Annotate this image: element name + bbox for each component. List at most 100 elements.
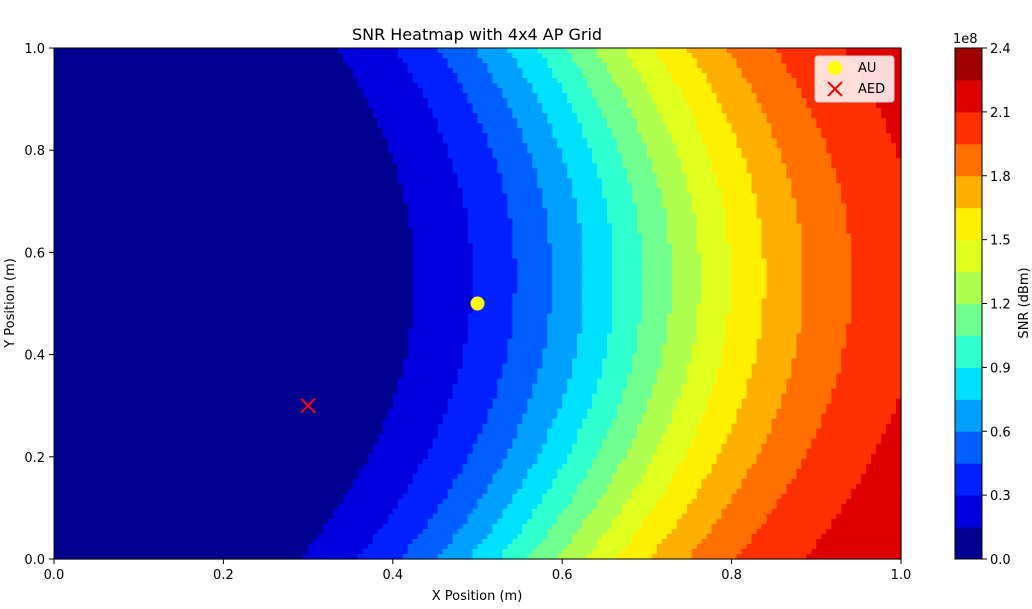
heatmap-cell	[612, 138, 618, 144]
heatmap-cell	[676, 103, 683, 109]
heatmap-cell	[771, 158, 778, 164]
heatmap-cell	[63, 128, 70, 134]
heatmap-cell	[342, 183, 349, 189]
heatmap-cell	[696, 113, 703, 119]
heatmap-cell	[377, 133, 384, 139]
heatmap-cell	[183, 143, 190, 149]
heatmap-cell	[288, 68, 294, 74]
heatmap-cell	[816, 188, 822, 194]
heatmap-cell	[233, 158, 239, 164]
heatmap-cell	[387, 113, 394, 119]
heatmap-cell	[621, 138, 628, 144]
heatmap-cell	[362, 98, 369, 104]
heatmap-cell	[153, 63, 160, 69]
heatmap-cell	[397, 153, 404, 159]
heatmap-cell	[562, 78, 568, 84]
heatmap-cell	[103, 103, 110, 109]
heatmap-cell	[198, 118, 205, 124]
heatmap-cell	[781, 133, 787, 139]
heatmap-cell	[587, 98, 593, 104]
heatmap-cell	[93, 168, 100, 174]
heatmap-cell	[861, 108, 867, 114]
heatmap-cell	[228, 78, 234, 84]
heatmap-cell	[208, 63, 215, 69]
heatmap-cell	[761, 138, 768, 144]
heatmap-cell	[577, 173, 583, 179]
heatmap-cell	[691, 183, 698, 189]
heatmap-cell	[716, 58, 723, 64]
heatmap-cell	[816, 148, 822, 154]
heatmap-cell	[228, 123, 234, 129]
heatmap-cell	[283, 78, 289, 84]
heatmap-cell	[607, 103, 613, 109]
heatmap-cell	[726, 178, 733, 184]
heatmap-cell	[776, 153, 783, 159]
heatmap-cell	[502, 183, 508, 189]
heatmap-cell	[567, 178, 573, 184]
heatmap-cell	[666, 63, 673, 69]
heatmap-cell	[641, 173, 648, 179]
heatmap-cell	[582, 48, 588, 54]
heatmap-cell	[263, 103, 269, 109]
heatmap-cell	[567, 138, 573, 144]
heatmap-cell	[422, 188, 429, 194]
heatmap-cell	[512, 58, 518, 64]
heatmap-cell	[671, 48, 678, 54]
heatmap-cell	[313, 123, 319, 129]
heatmap-cell	[228, 53, 234, 59]
heatmap-cell	[721, 113, 728, 119]
heatmap-cell	[577, 153, 583, 159]
heatmap-cell	[497, 173, 504, 179]
heatmap-cell	[631, 178, 638, 184]
heatmap-cell	[786, 123, 792, 129]
heatmap-cell	[278, 103, 284, 109]
heatmap-cell	[661, 188, 668, 194]
heatmap-cell	[741, 118, 748, 124]
heatmap-cell	[477, 113, 484, 119]
heatmap-cell	[342, 93, 349, 99]
heatmap-cell	[118, 73, 125, 79]
heatmap-cell	[507, 188, 513, 194]
heatmap-cell	[108, 178, 115, 184]
heatmap-cell	[437, 108, 444, 114]
heatmap-cell	[806, 133, 812, 139]
heatmap-cell	[208, 158, 215, 164]
heatmap-cell	[841, 113, 847, 119]
heatmap-cell	[387, 93, 394, 99]
heatmap-cell	[542, 133, 548, 139]
heatmap-cell	[681, 113, 688, 119]
heatmap-cell	[646, 98, 653, 104]
heatmap-cell	[721, 73, 728, 79]
heatmap-cell	[671, 118, 678, 124]
heatmap-cell	[148, 178, 155, 184]
heatmap-cell	[362, 153, 369, 159]
heatmap-cell	[646, 173, 653, 179]
heatmap-cell	[821, 143, 827, 149]
heatmap-cell	[532, 163, 538, 169]
heatmap-cell	[402, 138, 409, 144]
heatmap-cell	[238, 103, 244, 109]
heatmap-cell	[607, 113, 613, 119]
heatmap-cell	[333, 83, 339, 89]
heatmap-cell	[442, 88, 449, 94]
heatmap-cell	[502, 88, 508, 94]
heatmap-cell	[98, 163, 105, 169]
heatmap-cell	[427, 173, 434, 179]
heatmap-cell	[417, 173, 424, 179]
heatmap-cell	[308, 88, 314, 94]
heatmap-cell	[612, 48, 618, 54]
heatmap-cell	[746, 73, 753, 79]
heatmap-cell	[392, 113, 399, 119]
heatmap-cell	[761, 173, 768, 179]
heatmap-cell	[651, 148, 658, 154]
heatmap-cell	[771, 103, 778, 109]
heatmap-cell	[173, 113, 180, 119]
heatmap-cell	[248, 83, 254, 89]
heatmap-cell	[617, 158, 623, 164]
heatmap-cell	[352, 133, 359, 139]
heatmap-cell	[661, 138, 668, 144]
heatmap-cell	[716, 183, 723, 189]
heatmap-cell	[602, 48, 608, 54]
heatmap-cell	[407, 178, 414, 184]
heatmap-cell	[587, 158, 593, 164]
